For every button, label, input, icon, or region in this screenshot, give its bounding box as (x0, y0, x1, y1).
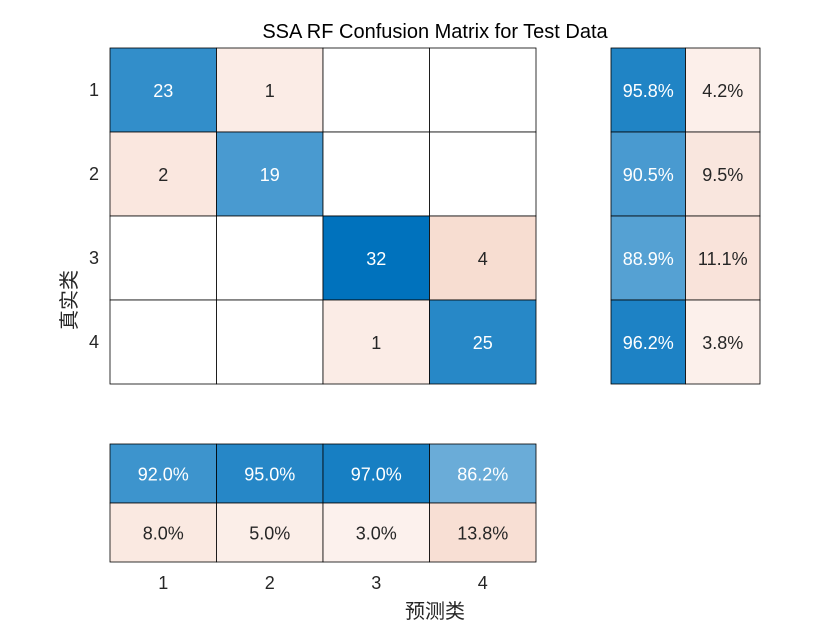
column-summary-correct-cell (216, 443, 324, 504)
matrix-cell-value: 1 (265, 81, 275, 101)
row-tick-label: 4 (89, 332, 99, 352)
matrix-cell (216, 47, 324, 133)
matrix-cell (322, 299, 430, 385)
column-summary-correct-value: 92.0% (138, 465, 189, 485)
matrix-cell (429, 215, 537, 301)
column-summary-error-cell (429, 502, 537, 563)
row-summary-error-value: 3.8% (702, 333, 743, 353)
matrix-cell (109, 215, 217, 301)
matrix-cell-value: 2 (158, 165, 168, 185)
y-axis-label: 真实类 (57, 270, 81, 330)
row-summary-correct-cell (610, 299, 686, 385)
matrix-cell (429, 131, 537, 217)
column-tick-label: 3 (371, 573, 381, 593)
matrix-cell-value: 25 (473, 333, 493, 353)
column-tick-label: 2 (265, 573, 275, 593)
row-tick-labels: 1 2 3 4 (89, 80, 99, 352)
column-summary-correct-cell (429, 443, 537, 504)
row-summary-error-cell (685, 299, 761, 385)
matrix-cell (322, 131, 430, 217)
matrix-cell-value: 1 (371, 333, 381, 353)
row-summary-correct-value: 88.9% (623, 249, 674, 269)
matrix-cell (109, 299, 217, 385)
row-summary-error-value: 9.5% (702, 165, 743, 185)
row-summary-grid: 95.8% 4.2% 90.5% 9.5% 88.9% 11.1% 96.2% 3.8% (610, 47, 761, 385)
row-summary-correct-value: 90.5% (623, 165, 674, 185)
row-summary-error-value: 11.1% (698, 249, 748, 269)
column-summary-correct-cell (322, 443, 430, 504)
column-summary-grid: 92.0% 95.0% 97.0% 86.2% 8.0% 5.0% 3.0% 13.8% (109, 443, 537, 563)
column-summary-error-cell (216, 502, 324, 563)
row-tick-label: 3 (89, 248, 99, 268)
column-summary-correct-value: 97.0% (351, 465, 402, 485)
row-summary-correct-value: 96.2% (623, 333, 674, 353)
matrix-cell (216, 131, 324, 217)
column-summary-error-value: 13.8% (457, 524, 508, 544)
confusion-matrix-grid: 23 1 2 19 32 4 1 25 (109, 47, 537, 385)
row-summary-error-value: 4.2% (702, 81, 743, 101)
matrix-cell (216, 299, 324, 385)
matrix-cell (429, 299, 537, 385)
matrix-cell (109, 131, 217, 217)
matrix-cell (429, 47, 537, 133)
column-tick-labels: 1 2 3 4 (158, 573, 488, 593)
x-axis-label: 预测类 (405, 599, 465, 623)
column-summary-error-value: 8.0% (143, 524, 184, 544)
matrix-cell-value: 19 (260, 165, 280, 185)
matrix-cell-value: 23 (153, 81, 173, 101)
row-summary-error-cell (685, 215, 761, 301)
chart-title: SSA RF Confusion Matrix for Test Data (262, 21, 608, 43)
column-summary-error-value: 3.0% (356, 524, 397, 544)
matrix-cell (216, 215, 324, 301)
row-summary-error-cell (685, 47, 761, 133)
column-summary-error-value: 5.0% (249, 524, 290, 544)
matrix-cell-value: 32 (366, 249, 386, 269)
row-summary-error-cell (685, 131, 761, 217)
matrix-cell (322, 215, 430, 301)
column-summary-correct-cell (109, 443, 217, 504)
matrix-cell-value: 4 (478, 249, 488, 269)
row-summary-correct-value: 95.8% (623, 81, 674, 101)
column-tick-label: 4 (478, 573, 488, 593)
row-summary-correct-cell (610, 215, 686, 301)
column-summary-error-cell (109, 502, 217, 563)
row-tick-label: 1 (89, 80, 99, 100)
column-summary-correct-value: 86.2% (457, 465, 508, 485)
matrix-cell (322, 47, 430, 133)
matrix-cell (109, 47, 217, 133)
column-summary-correct-value: 95.0% (244, 465, 295, 485)
column-summary-error-cell (322, 502, 430, 563)
column-tick-label: 1 (158, 573, 168, 593)
row-tick-label: 2 (89, 164, 99, 184)
